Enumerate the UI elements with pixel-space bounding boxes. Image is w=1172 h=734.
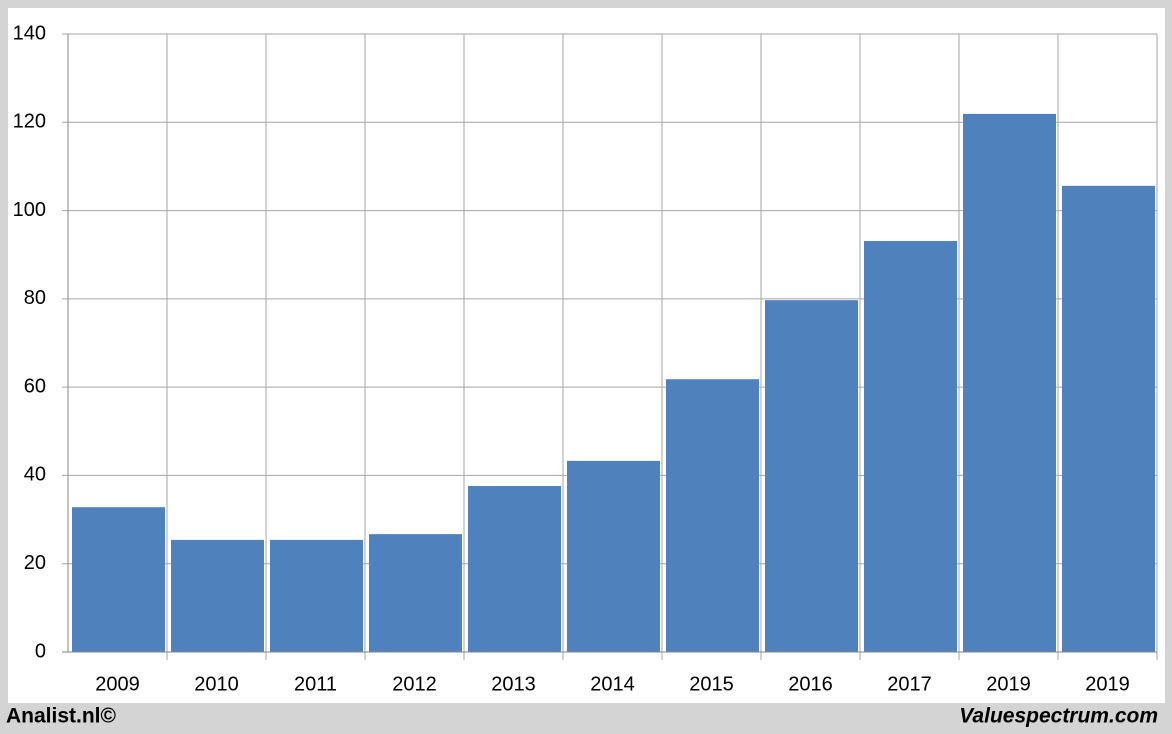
bar [666,379,759,652]
x-tick-label: 2019 [1085,673,1130,695]
bar [765,300,858,652]
y-tick-label: 60 [24,375,46,397]
x-tick-label: 2012 [392,673,437,695]
x-tick-label: 2017 [887,673,932,695]
y-tick-label: 40 [24,464,46,486]
bar [369,534,462,652]
x-tick-label: 2013 [491,673,536,695]
bar [270,539,363,652]
bar [1062,185,1155,652]
y-tick-label: 140 [13,22,46,44]
x-tick-label: 2014 [590,673,635,695]
footer-left: Analist.nl© [6,705,117,728]
x-tick-label: 2009 [95,673,140,695]
bar [864,241,957,652]
x-tick-label: 2011 [294,673,337,695]
y-tick-label: 80 [24,287,46,309]
x-tick-label: 2019 [986,673,1031,695]
y-tick-label: 20 [24,552,46,574]
y-tick-label: 0 [35,640,46,662]
bar [468,486,561,652]
x-tick-label: 2016 [788,673,833,695]
bar [72,507,165,652]
x-tick-label: 2015 [689,673,734,695]
bar [963,113,1056,653]
bar [171,539,264,652]
y-tick-label: 120 [13,111,46,133]
bar [567,460,660,652]
footer-right: Valuespectrum.com [959,705,1158,728]
x-tick-label: 2010 [194,673,239,695]
y-tick-label: 100 [13,199,46,221]
